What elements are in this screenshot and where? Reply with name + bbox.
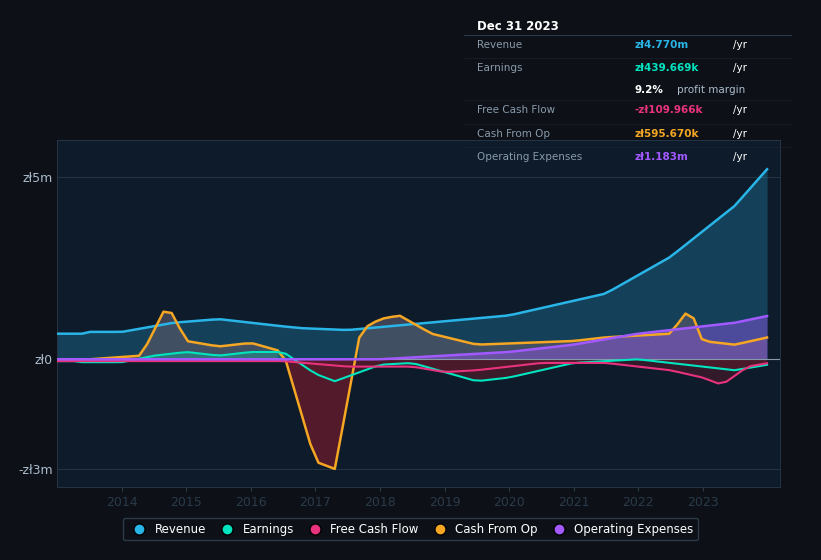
Text: zł439.669k: zł439.669k [635, 63, 699, 73]
Text: /yr: /yr [733, 129, 747, 139]
Text: Cash From Op: Cash From Op [477, 129, 550, 139]
Text: -zł109.966k: -zł109.966k [635, 105, 703, 115]
Text: /yr: /yr [733, 63, 747, 73]
Legend: Revenue, Earnings, Free Cash Flow, Cash From Op, Operating Expenses: Revenue, Earnings, Free Cash Flow, Cash … [122, 518, 699, 540]
Text: /yr: /yr [733, 40, 747, 50]
Text: zł595.670k: zł595.670k [635, 129, 699, 139]
Text: profit margin: profit margin [677, 85, 745, 95]
Text: zł1.183m: zł1.183m [635, 152, 689, 162]
Text: Free Cash Flow: Free Cash Flow [477, 105, 555, 115]
Text: zł4.770m: zł4.770m [635, 40, 689, 50]
Text: /yr: /yr [733, 105, 747, 115]
Text: 9.2%: 9.2% [635, 85, 663, 95]
Text: Operating Expenses: Operating Expenses [477, 152, 582, 162]
Text: Earnings: Earnings [477, 63, 522, 73]
Text: /yr: /yr [733, 152, 747, 162]
Text: Dec 31 2023: Dec 31 2023 [477, 20, 559, 32]
Text: Revenue: Revenue [477, 40, 522, 50]
